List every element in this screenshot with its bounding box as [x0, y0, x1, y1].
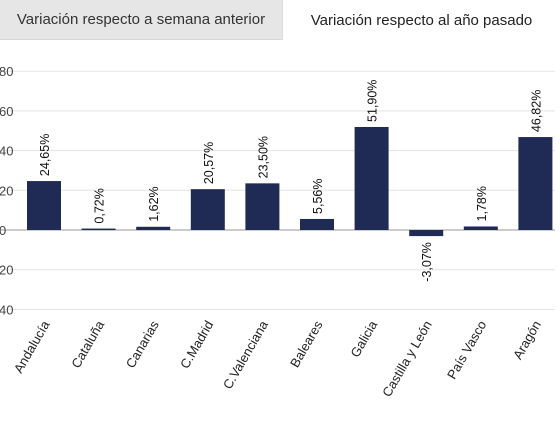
bar-c-madrid[interactable]: [190, 189, 225, 230]
category-labels: Andalucía Cataluña Canarias C.Madrid C.Valen…: [11, 317, 544, 399]
category-label: Aragón: [510, 318, 544, 362]
tab-weekly-variation[interactable]: Variación respecto a semana anterior: [0, 0, 282, 40]
y-tick-label: 40: [0, 144, 13, 159]
y-tick-label: 20: [0, 263, 13, 278]
bar-andaluc-a[interactable]: [27, 181, 61, 230]
bar-galicia[interactable]: [354, 126, 389, 230]
bar-c-valenciana[interactable]: [245, 183, 280, 230]
category-label: C.Valenciana: [220, 317, 272, 391]
bar-baleares[interactable]: [300, 218, 334, 230]
category-label: Andalucía: [11, 317, 53, 375]
data-label: 46,82%: [529, 90, 543, 132]
category-label: Cataluña: [68, 317, 107, 370]
bar-arag-n[interactable]: [518, 137, 553, 230]
category-label: Galicia: [347, 317, 380, 360]
category-label: Canarias: [123, 318, 162, 371]
y-tick-label: 20: [0, 183, 13, 198]
category-label: Castilla y León: [379, 318, 435, 399]
tab-yearly-variation[interactable]: Variación respecto al año pasado: [282, 0, 560, 40]
category-label: C.Madrid: [177, 318, 216, 371]
data-label: 0,72%: [93, 188, 107, 223]
bar-castilla-y-le-n[interactable]: [409, 230, 444, 237]
data-label: -3,07%: [420, 242, 434, 282]
data-label: 24,65%: [38, 134, 52, 176]
y-tick-label: 40: [0, 302, 13, 317]
category-label: Baleares: [287, 318, 326, 370]
bar-catalu-a[interactable]: [81, 228, 116, 231]
category-label: País Vasco: [444, 318, 489, 382]
y-axis-ticks: 40 20 0 20 40 60 80: [0, 64, 13, 317]
bar-pa-s-vasco[interactable]: [463, 226, 498, 230]
y-tick-label: 60: [0, 104, 13, 119]
data-label: 1,78%: [475, 186, 489, 221]
data-labels: 24,65% 0,72% 1,62% 20,57% 23,50% 5,56% 51,90% -…: [38, 80, 543, 282]
bar-canarias[interactable]: [136, 226, 171, 230]
bar-chart: 40 20 0 20 40 60 80 24,65% 0,72% 1,62% 20,57% 23,5…: [0, 64, 555, 399]
data-label: 51,90%: [366, 80, 380, 122]
data-label: 1,62%: [147, 186, 161, 221]
bars: [27, 126, 553, 237]
y-tick-label: 0: [0, 223, 6, 238]
y-tick-label: 80: [0, 64, 13, 79]
data-label: 20,57%: [202, 142, 216, 184]
data-label: 5,56%: [311, 179, 325, 214]
tab-bar: Variación respecto a semana anterior Var…: [0, 0, 560, 40]
data-label: 23,50%: [256, 136, 270, 178]
